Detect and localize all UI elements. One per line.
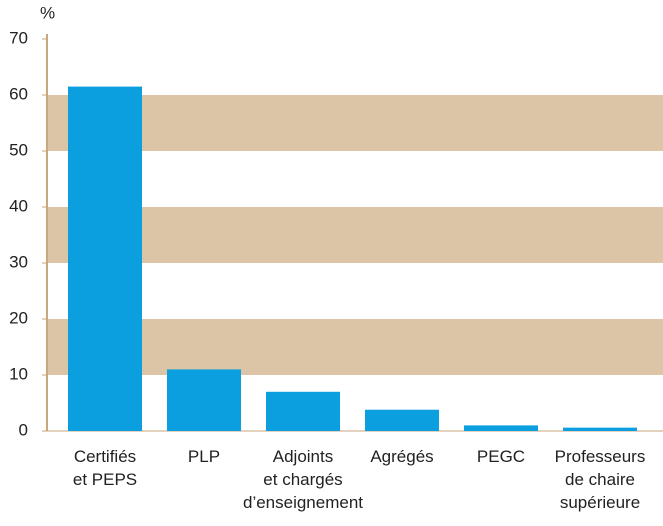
x-tick-label: PEGC (477, 447, 525, 466)
x-tick-label-line: Certifiés (74, 447, 136, 466)
x-tick-label-line: supérieure (560, 493, 640, 512)
x-tick-label-line: Agrégés (370, 447, 433, 466)
x-tick-label-line: Professeurs (555, 447, 646, 466)
y-axis-label: % (40, 3, 55, 22)
x-tick-label: Certifiés et PEPS (73, 447, 137, 489)
y-tick-label: 10 (9, 364, 28, 383)
x-tick-label-line: PLP (188, 447, 220, 466)
x-tick-label: Adjoints et chargés d’enseignement (243, 447, 363, 512)
x-tick-label-line: Adjoints (273, 447, 333, 466)
x-tick-label: Professeurs de chaire supérieure (555, 447, 646, 512)
y-tick-label: 70 (9, 28, 28, 47)
x-tick-label-line: PEGC (477, 447, 525, 466)
x-tick-label-line: et chargés (263, 470, 342, 489)
bar (365, 409, 439, 431)
y-tick-label: 50 (9, 140, 28, 159)
x-tick-label-line: de chaire (565, 470, 635, 489)
x-tick-label-line: et PEPS (73, 470, 137, 489)
grid-band (47, 319, 663, 375)
x-tick-label-line: d’enseignement (243, 493, 363, 512)
y-tick-label: 60 (9, 84, 28, 103)
y-tick-label: 30 (9, 252, 28, 271)
x-tick-label: PLP (188, 447, 220, 466)
bar (464, 425, 538, 431)
bar (167, 369, 241, 431)
y-tick-label: 0 (19, 420, 28, 439)
grid-band (47, 207, 663, 263)
grid-band (47, 95, 663, 151)
bar (563, 427, 637, 431)
bar (68, 86, 142, 431)
bar (266, 391, 340, 431)
y-tick-label: 20 (9, 308, 28, 327)
x-tick-label: Agrégés (370, 447, 433, 466)
y-tick-label: 40 (9, 196, 28, 215)
